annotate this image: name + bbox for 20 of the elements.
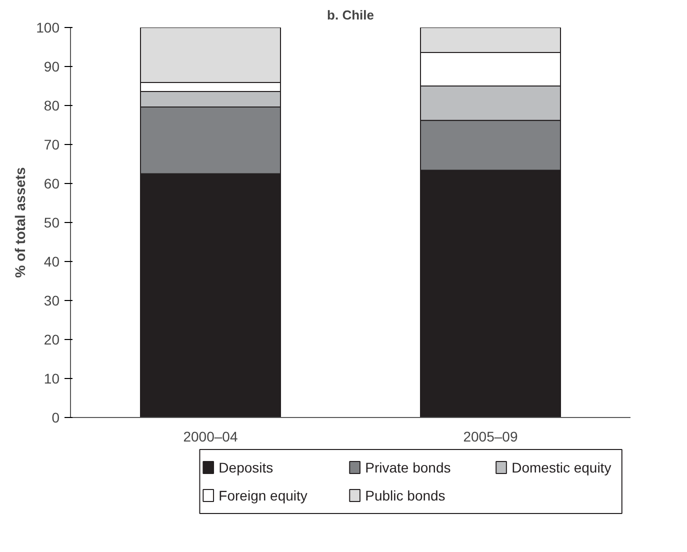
x-tick-label: 2000–04 xyxy=(183,428,238,444)
y-tick-label: 60 xyxy=(44,176,60,192)
y-tick-label: 70 xyxy=(44,136,60,152)
chart-title: b. Chile xyxy=(327,8,374,22)
legend-label: Public bonds xyxy=(365,488,446,504)
legend-label: Deposits xyxy=(218,460,274,476)
y-tick-label: 100 xyxy=(36,20,60,36)
legend-label: Private bonds xyxy=(365,460,451,476)
y-tick-label: 90 xyxy=(44,58,60,74)
y-tick-label: 30 xyxy=(44,292,60,308)
y-tick-label: 40 xyxy=(44,254,60,270)
y-tick-label: 50 xyxy=(44,214,60,230)
y-tick-label: 20 xyxy=(44,332,60,348)
legend-label: Domestic equity xyxy=(512,460,612,476)
legend-label: Foreign equity xyxy=(218,488,308,504)
y-axis-title: % of total assets xyxy=(12,167,28,278)
x-tick-label: 2005–09 xyxy=(463,428,518,444)
y-tick-label: 0 xyxy=(52,410,60,426)
y-tick-label: 80 xyxy=(44,98,60,114)
y-tick-label: 10 xyxy=(44,370,60,386)
